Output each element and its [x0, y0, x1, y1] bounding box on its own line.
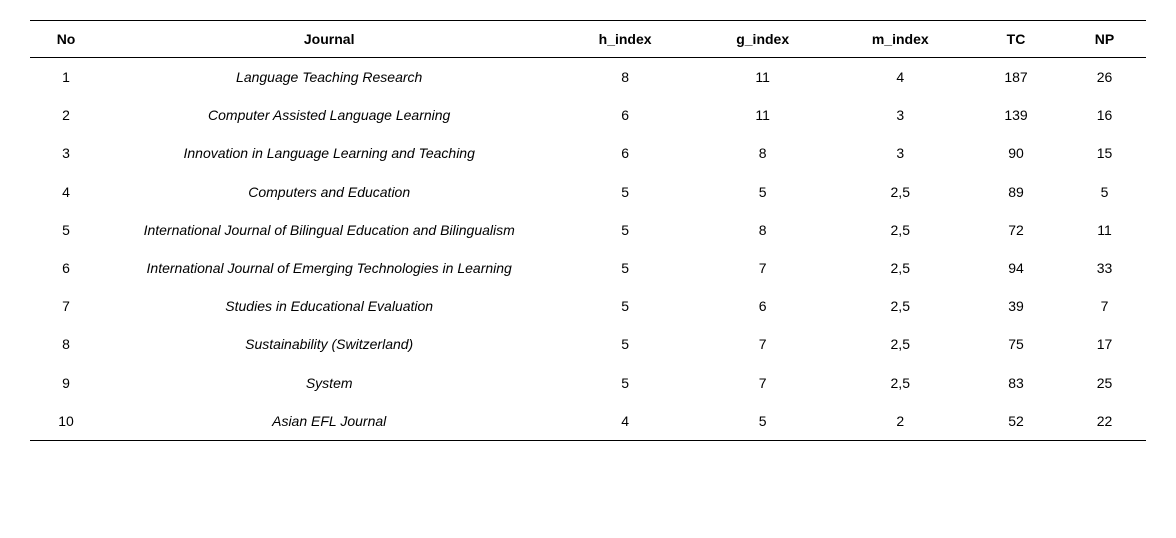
table-row: 10Asian EFL Journal4525222: [30, 402, 1146, 441]
cell-h-index: 5: [556, 211, 694, 249]
col-header-no: No: [30, 21, 102, 58]
table-body: 1Language Teaching Research8114187262Com…: [30, 58, 1146, 441]
col-header-g-index: g_index: [694, 21, 832, 58]
cell-h-index: 5: [556, 287, 694, 325]
cell-g-index: 8: [694, 211, 832, 249]
cell-m-index: 2,5: [831, 325, 969, 363]
cell-journal: Computer Assisted Language Learning: [102, 96, 556, 134]
table-row: 4Computers and Education552,5895: [30, 173, 1146, 211]
cell-np: 5: [1063, 173, 1146, 211]
cell-tc: 187: [969, 58, 1063, 97]
cell-np: 15: [1063, 134, 1146, 172]
cell-m-index: 2,5: [831, 287, 969, 325]
cell-journal: Asian EFL Journal: [102, 402, 556, 441]
table-row: 9System572,58325: [30, 364, 1146, 402]
cell-journal: System: [102, 364, 556, 402]
cell-tc: 139: [969, 96, 1063, 134]
cell-journal: Computers and Education: [102, 173, 556, 211]
cell-m-index: 2: [831, 402, 969, 441]
cell-g-index: 11: [694, 96, 832, 134]
cell-journal: Language Teaching Research: [102, 58, 556, 97]
journals-table: No Journal h_index g_index m_index TC NP…: [30, 20, 1146, 441]
cell-h-index: 8: [556, 58, 694, 97]
col-header-tc: TC: [969, 21, 1063, 58]
cell-no: 2: [30, 96, 102, 134]
cell-g-index: 7: [694, 364, 832, 402]
cell-tc: 89: [969, 173, 1063, 211]
cell-np: 33: [1063, 249, 1146, 287]
cell-g-index: 7: [694, 249, 832, 287]
cell-g-index: 5: [694, 173, 832, 211]
col-header-journal: Journal: [102, 21, 556, 58]
cell-g-index: 8: [694, 134, 832, 172]
cell-tc: 52: [969, 402, 1063, 441]
cell-journal: Studies in Educational Evaluation: [102, 287, 556, 325]
cell-h-index: 5: [556, 325, 694, 363]
table-row: 8Sustainability (Switzerland)572,57517: [30, 325, 1146, 363]
cell-np: 25: [1063, 364, 1146, 402]
cell-g-index: 5: [694, 402, 832, 441]
cell-journal: International Journal of Bilingual Educa…: [102, 211, 556, 249]
cell-h-index: 5: [556, 364, 694, 402]
table-row: 3Innovation in Language Learning and Tea…: [30, 134, 1146, 172]
cell-no: 10: [30, 402, 102, 441]
cell-m-index: 2,5: [831, 211, 969, 249]
cell-tc: 75: [969, 325, 1063, 363]
cell-h-index: 4: [556, 402, 694, 441]
table-row: 6International Journal of Emerging Techn…: [30, 249, 1146, 287]
cell-m-index: 4: [831, 58, 969, 97]
cell-h-index: 6: [556, 96, 694, 134]
cell-tc: 39: [969, 287, 1063, 325]
cell-np: 26: [1063, 58, 1146, 97]
table-row: 5International Journal of Bilingual Educ…: [30, 211, 1146, 249]
cell-np: 17: [1063, 325, 1146, 363]
cell-np: 22: [1063, 402, 1146, 441]
cell-no: 1: [30, 58, 102, 97]
table-row: 2Computer Assisted Language Learning6113…: [30, 96, 1146, 134]
cell-np: 7: [1063, 287, 1146, 325]
cell-np: 11: [1063, 211, 1146, 249]
cell-no: 4: [30, 173, 102, 211]
cell-g-index: 6: [694, 287, 832, 325]
cell-tc: 72: [969, 211, 1063, 249]
cell-tc: 94: [969, 249, 1063, 287]
cell-m-index: 2,5: [831, 364, 969, 402]
col-header-m-index: m_index: [831, 21, 969, 58]
table-row: 7Studies in Educational Evaluation562,53…: [30, 287, 1146, 325]
cell-m-index: 2,5: [831, 173, 969, 211]
cell-m-index: 3: [831, 96, 969, 134]
cell-g-index: 7: [694, 325, 832, 363]
cell-no: 5: [30, 211, 102, 249]
table-row: 1Language Teaching Research811418726: [30, 58, 1146, 97]
cell-h-index: 5: [556, 173, 694, 211]
cell-no: 3: [30, 134, 102, 172]
cell-journal: International Journal of Emerging Techno…: [102, 249, 556, 287]
table-header-row: No Journal h_index g_index m_index TC NP: [30, 21, 1146, 58]
col-header-h-index: h_index: [556, 21, 694, 58]
cell-journal: Sustainability (Switzerland): [102, 325, 556, 363]
cell-no: 8: [30, 325, 102, 363]
cell-no: 6: [30, 249, 102, 287]
cell-no: 9: [30, 364, 102, 402]
cell-h-index: 6: [556, 134, 694, 172]
cell-m-index: 2,5: [831, 249, 969, 287]
cell-np: 16: [1063, 96, 1146, 134]
cell-h-index: 5: [556, 249, 694, 287]
cell-no: 7: [30, 287, 102, 325]
cell-tc: 83: [969, 364, 1063, 402]
cell-g-index: 11: [694, 58, 832, 97]
col-header-np: NP: [1063, 21, 1146, 58]
cell-m-index: 3: [831, 134, 969, 172]
cell-tc: 90: [969, 134, 1063, 172]
cell-journal: Innovation in Language Learning and Teac…: [102, 134, 556, 172]
